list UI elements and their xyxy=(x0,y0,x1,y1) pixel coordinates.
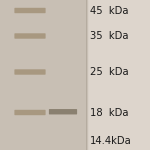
FancyBboxPatch shape xyxy=(49,109,77,114)
Text: 45  kDa: 45 kDa xyxy=(90,6,129,15)
FancyBboxPatch shape xyxy=(86,0,87,150)
Text: 18  kDa: 18 kDa xyxy=(90,108,129,117)
Bar xyxy=(0,0,87,150)
FancyBboxPatch shape xyxy=(14,69,46,75)
Text: 25  kDa: 25 kDa xyxy=(90,67,129,77)
FancyBboxPatch shape xyxy=(14,33,46,39)
FancyBboxPatch shape xyxy=(14,110,46,115)
Text: 35  kDa: 35 kDa xyxy=(90,31,129,41)
FancyBboxPatch shape xyxy=(14,8,46,13)
Text: 14.4kDa: 14.4kDa xyxy=(90,136,132,146)
